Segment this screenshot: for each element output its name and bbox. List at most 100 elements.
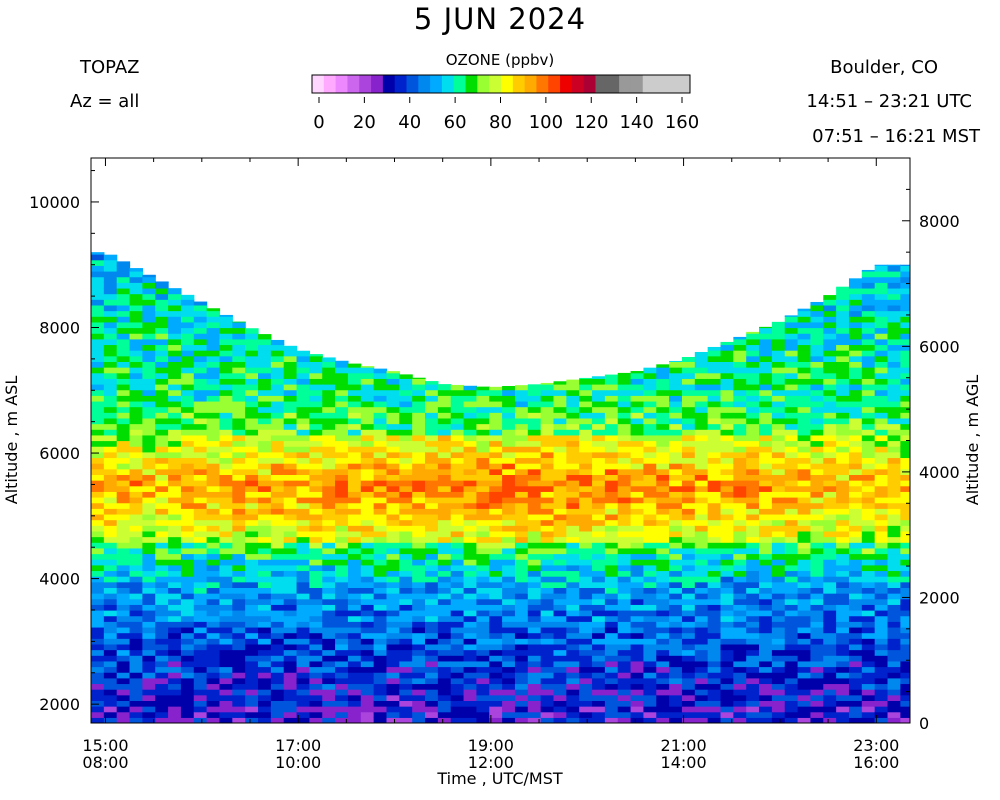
heatmap-cell <box>437 694 452 701</box>
heatmap-cell <box>669 474 683 481</box>
heatmap-cell <box>463 497 478 504</box>
heatmap-cell <box>476 429 490 436</box>
heatmap-cell <box>116 502 131 509</box>
heatmap-cell <box>540 632 555 639</box>
heatmap-cell <box>771 581 786 588</box>
heatmap-cell <box>347 485 362 492</box>
heatmap-cell <box>309 485 323 492</box>
heatmap-cell <box>604 536 619 543</box>
heatmap-cell <box>566 564 580 572</box>
heatmap-cell <box>771 457 786 464</box>
heatmap-cell <box>771 666 786 673</box>
heatmap-cell <box>797 660 812 668</box>
heatmap-cell <box>168 542 182 549</box>
heatmap-cell <box>258 553 272 560</box>
heatmap-cell <box>656 389 670 396</box>
heatmap-cell <box>476 395 490 402</box>
heatmap-cell <box>630 463 645 470</box>
heatmap-cell <box>347 497 362 504</box>
heatmap-cell <box>155 564 169 572</box>
heatmap-cell <box>245 587 259 594</box>
heatmap-cell <box>360 542 375 549</box>
heatmap-cell <box>694 463 709 470</box>
heatmap-cell <box>617 649 632 656</box>
heatmap-cell <box>425 621 439 628</box>
heatmap-cell <box>874 361 889 368</box>
heatmap-cell <box>437 468 452 475</box>
heatmap-cell <box>386 655 400 662</box>
heatmap-cell <box>91 446 105 453</box>
heatmap-cell <box>771 344 786 351</box>
heatmap-cell <box>91 491 105 498</box>
heatmap-cell <box>784 530 799 538</box>
heatmap-cell <box>540 677 555 685</box>
heatmap-cell <box>823 389 837 396</box>
heatmap-cell <box>283 660 298 668</box>
heatmap-cell <box>399 604 413 611</box>
heatmap-cell <box>450 513 465 521</box>
heatmap-cell <box>206 417 221 425</box>
heatmap-cell <box>245 474 259 481</box>
heatmap-cell <box>669 717 683 723</box>
heatmap-cell <box>540 485 555 492</box>
heatmap-cell <box>489 649 503 656</box>
heatmap-cell <box>527 434 542 442</box>
heatmap-cell <box>270 519 285 526</box>
heatmap-cell <box>91 474 105 481</box>
heatmap-cell <box>116 372 131 379</box>
heatmap-cell <box>270 508 285 515</box>
heatmap-cell <box>142 321 156 329</box>
heatmap-cell <box>103 559 118 566</box>
heatmap-cell <box>335 593 349 600</box>
heatmap-cell <box>733 417 747 425</box>
heatmap-cell <box>784 446 799 453</box>
heatmap-cell <box>103 457 118 464</box>
heatmap-cell <box>784 536 799 543</box>
heatmap-cell <box>425 508 439 515</box>
heatmap-cell <box>245 706 259 713</box>
colorbar-swatch <box>477 75 490 93</box>
heatmap-cell <box>386 395 400 402</box>
heatmap-cell <box>476 626 490 634</box>
heatmap-cell <box>771 327 786 334</box>
heatmap-cell <box>874 412 889 419</box>
heatmap-cell <box>900 621 910 628</box>
heatmap-cell <box>759 361 773 368</box>
heatmap-cell <box>579 711 593 718</box>
heatmap-cell <box>309 553 323 560</box>
heatmap-cell <box>681 655 696 662</box>
x-tick-label-utc: 15:00 <box>82 736 128 755</box>
heatmap-cell <box>617 672 632 679</box>
heatmap-cell <box>502 626 516 634</box>
heatmap-cell <box>592 497 606 504</box>
heatmap-cell <box>399 553 413 560</box>
heatmap-cell <box>707 480 722 487</box>
heatmap-cell <box>746 717 760 723</box>
heatmap-cell <box>681 677 696 685</box>
heatmap-cell <box>759 344 773 351</box>
heatmap-cell <box>553 384 567 391</box>
ozone-heatmap <box>91 252 910 723</box>
heatmap-cell <box>322 497 336 504</box>
heatmap-cell <box>283 615 298 622</box>
heatmap-cell <box>129 446 143 453</box>
heatmap-cell <box>592 711 606 718</box>
heatmap-cell <box>759 508 773 515</box>
heatmap-cell <box>746 604 760 611</box>
heatmap-cell <box>91 316 105 323</box>
heatmap-cell <box>746 587 760 594</box>
heatmap-cell <box>129 310 143 317</box>
heatmap-cell <box>771 333 786 340</box>
heatmap-cell <box>489 519 503 526</box>
heatmap-cell <box>245 717 259 723</box>
heatmap-cell <box>450 463 465 470</box>
heatmap-cell <box>219 564 233 572</box>
heatmap-cell <box>232 474 246 481</box>
heatmap-cell <box>335 474 349 481</box>
heatmap-cell <box>887 293 901 300</box>
heatmap-cell <box>335 626 349 634</box>
heatmap-cell <box>874 587 889 594</box>
heatmap-cell <box>874 264 889 266</box>
heatmap-cell <box>887 581 901 588</box>
heatmap-cell <box>91 480 105 487</box>
